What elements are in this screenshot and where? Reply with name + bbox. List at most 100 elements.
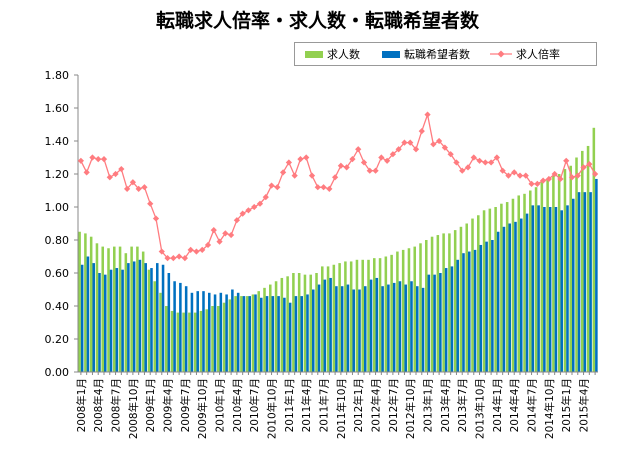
bar-applicants [364,286,367,372]
bar-openings [118,246,122,372]
bar-applicants [502,226,506,372]
bar-openings [95,243,99,372]
ratio-point [233,217,241,224]
ratio-point [239,210,246,217]
bar-applicants [132,261,136,372]
bar-applicants [369,279,373,372]
bar-openings [240,296,243,372]
bar-openings [124,253,128,372]
ratio-point [83,169,90,176]
bar-openings [263,287,266,372]
bar-openings [147,269,151,372]
bar-openings [367,259,370,372]
bar-openings [557,174,561,372]
ratio-point [308,172,316,179]
bar-openings [540,182,544,372]
bar-applicants [300,296,303,372]
bar-applicants [196,291,199,372]
bar-openings [141,251,145,372]
x-tick-label: 2014年1月 [491,378,504,432]
ratio-point [441,144,449,151]
bar-applicants [340,286,344,372]
bar-applicants [121,269,124,372]
bar-openings [286,276,289,372]
ratio-point [303,154,310,161]
ratio-point [181,255,189,262]
bar-applicants [156,263,159,372]
x-tick-label: 2012年10月 [404,378,417,439]
ratio-point [285,159,293,166]
bar-openings [546,178,549,372]
bar-openings [315,273,318,372]
bar-openings [373,258,376,372]
bar-openings [199,310,203,372]
x-tick-label: 2013年4月 [439,378,452,432]
x-tick-label: 2012年1月 [352,378,365,432]
x-tick-label: 2009年1月 [144,378,157,432]
bar-applicants [514,221,517,372]
bar-applicants [219,292,223,372]
legend-label-applicants: 転職希望者数 [404,48,470,61]
y-tick-label: 1.40 [45,135,70,148]
x-tick-label: 2014年10月 [543,378,556,439]
bar-applicants [98,273,101,372]
bar-openings [361,259,364,372]
bar-applicants [236,292,240,372]
ratio-point [204,241,212,249]
ratio-point [482,159,489,166]
bar-applicants [381,286,384,372]
ratio-point [245,207,252,214]
bar-openings [523,193,526,372]
bar-openings [575,157,578,372]
bar-openings [534,187,538,372]
bar-applicants [589,192,592,372]
bar-applicants [468,251,471,372]
bar-applicants [329,277,332,372]
bar-openings [459,226,463,372]
bar-applicants [248,296,251,372]
bar-openings [448,233,451,372]
bar-applicants [271,296,275,372]
bar-openings [222,302,226,372]
y-tick-label: 0.80 [45,234,70,247]
bar-applicants [548,207,552,372]
bar-applicants [323,279,327,372]
bar-openings [205,309,208,372]
y-tick-label: 1.80 [45,69,70,82]
x-tick-label: 2013年1月 [422,378,435,432]
bar-applicants [92,263,95,372]
ratio-point [355,146,362,153]
bar-applicants [242,296,246,372]
bar-applicants [213,294,217,372]
bar-openings [89,236,93,372]
ratio-point [314,184,321,191]
bar-openings [586,145,590,372]
legend-item-applicants: 転職希望者数 [382,46,470,62]
bar-applicants [508,223,511,372]
bar-applicants [392,282,396,372]
bar-openings [471,218,474,372]
ratio-point [123,185,131,192]
bar-applicants [231,289,234,372]
bar-openings [245,296,249,372]
ratio-point [147,200,154,207]
ratio-point [476,157,483,164]
bar-applicants [167,273,171,372]
bar-openings [84,233,87,372]
bar-openings [280,277,284,372]
bar-openings [511,198,515,372]
ratio-point [227,231,235,239]
x-tick-label: 2013年10月 [474,378,487,439]
bar-applicants [150,268,153,372]
legend-swatch-ratio [490,50,512,58]
bar-openings [211,306,214,372]
y-tick-label: 1.60 [45,102,70,115]
ratio-point [291,172,298,179]
ratio-point [326,185,333,192]
legend-label-ratio: 求人倍率 [516,48,560,61]
bar-openings [338,263,341,372]
bar-applicants [80,264,84,372]
bar-openings [552,175,555,372]
bar-applicants [127,263,130,372]
